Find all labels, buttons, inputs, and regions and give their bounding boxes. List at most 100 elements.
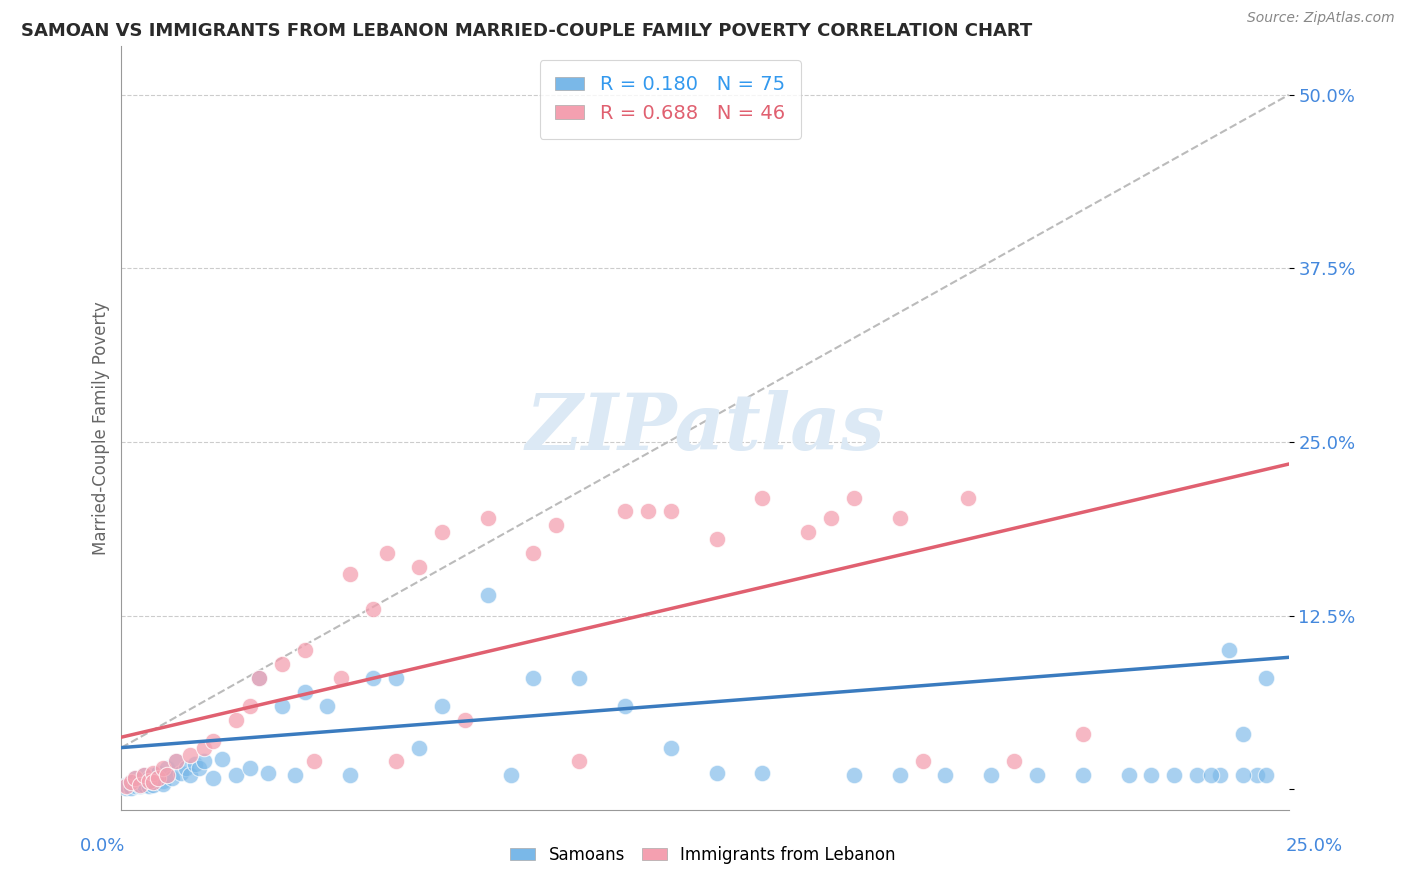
Point — [797, 525, 820, 540]
Point — [201, 733, 224, 747]
Point — [134, 775, 156, 789]
Point — [134, 778, 156, 792]
Legend: R = 0.180   N = 75, R = 0.688   N = 46: R = 0.180 N = 75, R = 0.688 N = 46 — [540, 60, 800, 138]
Point — [408, 560, 430, 574]
Point — [375, 546, 398, 560]
Point — [188, 761, 211, 775]
Point — [142, 765, 165, 780]
Point — [454, 713, 477, 727]
Point — [170, 765, 193, 780]
Point — [1254, 671, 1277, 685]
Text: 0.0%: 0.0% — [80, 837, 125, 855]
Point — [1163, 768, 1185, 782]
Point — [146, 765, 169, 780]
Point — [142, 778, 165, 792]
Point — [1209, 768, 1232, 782]
Point — [146, 771, 169, 785]
Point — [247, 671, 270, 685]
Point — [115, 778, 138, 792]
Point — [1246, 768, 1268, 782]
Point — [138, 780, 160, 794]
Point — [751, 491, 773, 505]
Point — [128, 778, 150, 792]
Point — [284, 768, 307, 782]
Point — [957, 491, 980, 505]
Point — [889, 768, 911, 782]
Point — [980, 768, 1002, 782]
Point — [568, 755, 591, 769]
Point — [614, 698, 637, 713]
Point — [120, 775, 142, 789]
Point — [889, 511, 911, 525]
Point — [183, 757, 205, 772]
Point — [120, 775, 142, 789]
Point — [1002, 755, 1025, 769]
Point — [316, 698, 339, 713]
Point — [499, 768, 522, 782]
Point — [1026, 768, 1049, 782]
Point — [1185, 768, 1208, 782]
Point — [522, 546, 544, 560]
Point — [361, 671, 384, 685]
Point — [430, 698, 453, 713]
Point — [142, 775, 165, 789]
Point — [156, 761, 179, 775]
Point — [156, 768, 179, 782]
Point — [546, 518, 568, 533]
Point — [142, 768, 165, 782]
Point — [706, 533, 728, 547]
Point — [294, 643, 316, 657]
Point — [138, 771, 160, 785]
Point — [247, 671, 270, 685]
Point — [302, 755, 325, 769]
Point — [430, 525, 453, 540]
Point — [239, 761, 262, 775]
Point — [128, 777, 150, 791]
Point — [361, 601, 384, 615]
Point — [115, 780, 138, 795]
Point — [330, 671, 353, 685]
Point — [179, 768, 201, 782]
Point — [120, 780, 142, 794]
Text: Source: ZipAtlas.com: Source: ZipAtlas.com — [1247, 11, 1395, 25]
Point — [842, 768, 865, 782]
Point — [142, 775, 165, 789]
Point — [659, 740, 682, 755]
Point — [138, 773, 160, 788]
Point — [152, 777, 174, 791]
Text: SAMOAN VS IMMIGRANTS FROM LEBANON MARRIED-COUPLE FAMILY POVERTY CORRELATION CHAR: SAMOAN VS IMMIGRANTS FROM LEBANON MARRIE… — [21, 22, 1032, 40]
Point — [934, 768, 956, 782]
Point — [174, 761, 197, 775]
Point — [385, 755, 408, 769]
Point — [120, 780, 142, 795]
Point — [751, 765, 773, 780]
Point — [1071, 768, 1094, 782]
Point — [239, 698, 262, 713]
Point — [134, 768, 156, 782]
Point — [477, 588, 499, 602]
Point — [156, 768, 179, 782]
Point — [911, 755, 934, 769]
Point — [128, 780, 150, 794]
Point — [1218, 643, 1240, 657]
Point — [820, 511, 842, 525]
Point — [225, 713, 247, 727]
Point — [165, 755, 187, 769]
Point — [160, 771, 183, 785]
Point — [477, 511, 499, 525]
Text: 25.0%: 25.0% — [1286, 837, 1343, 855]
Point — [211, 752, 233, 766]
Point — [146, 771, 169, 785]
Point — [1254, 768, 1277, 782]
Point — [339, 566, 361, 581]
Legend: Samoans, Immigrants from Lebanon: Samoans, Immigrants from Lebanon — [503, 839, 903, 871]
Point — [128, 772, 150, 787]
Point — [193, 740, 215, 755]
Point — [842, 491, 865, 505]
Point — [124, 773, 146, 788]
Point — [179, 747, 201, 762]
Point — [568, 671, 591, 685]
Point — [193, 755, 215, 769]
Point — [134, 768, 156, 782]
Point — [522, 671, 544, 685]
